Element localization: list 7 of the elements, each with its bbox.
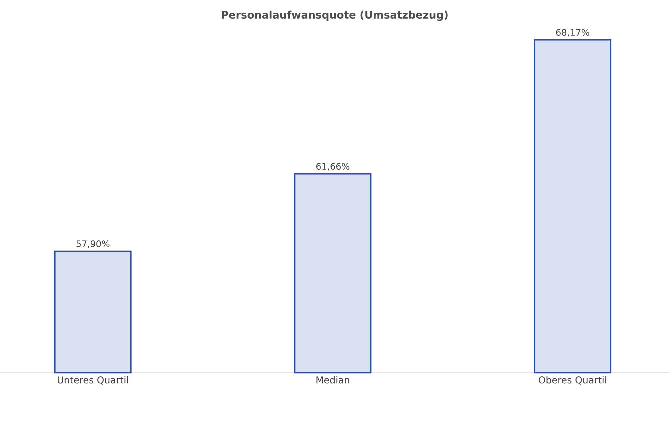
x-tick-label: Oberes Quartil	[539, 376, 606, 385]
data-label: 68,17%	[556, 29, 590, 38]
data-label: 57,90%	[76, 240, 110, 248]
x-tick-label: Median	[316, 376, 350, 384]
chart-title: Personalaufwansquote (Umsatzbezug)	[222, 11, 448, 22]
data-label: 61,66%	[316, 163, 350, 172]
x-tick-label: Unteres Quartil	[58, 376, 128, 385]
